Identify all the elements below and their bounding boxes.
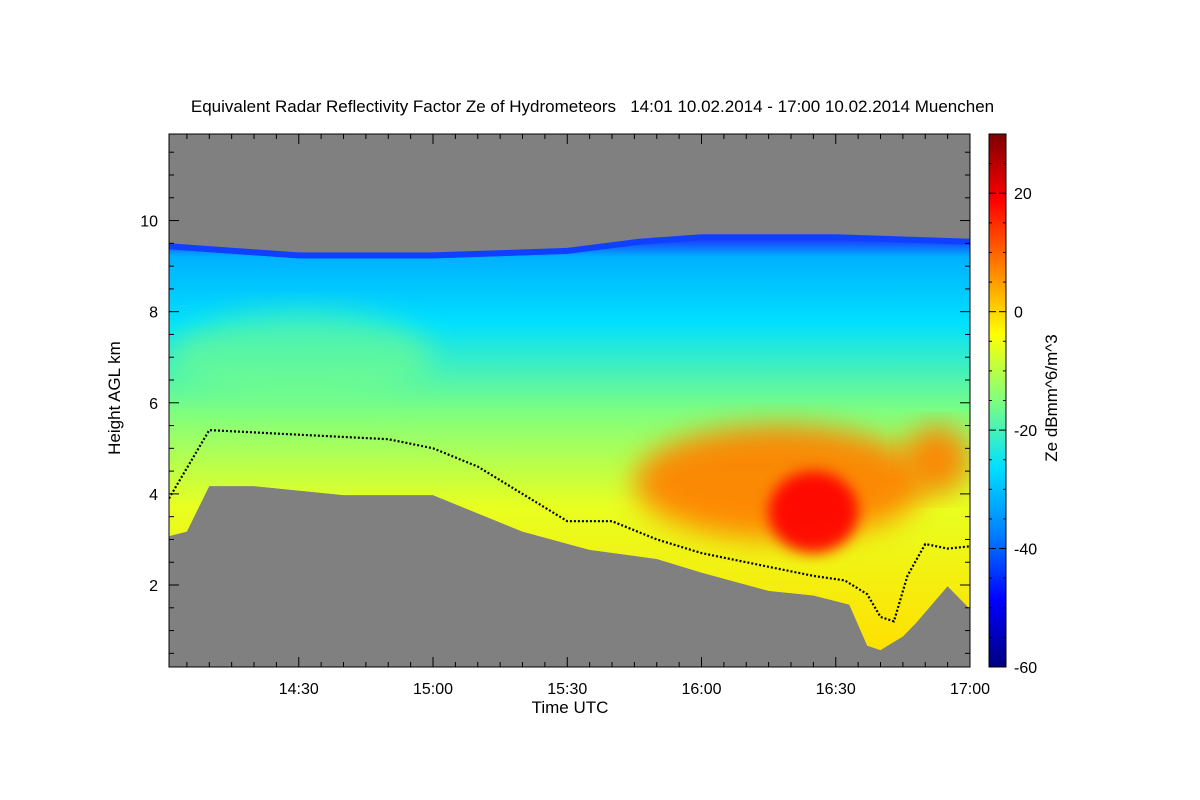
y-tick-label: 8: [149, 305, 158, 322]
colorbar-tick-label: -60: [1014, 660, 1037, 677]
reflectivity-region: [768, 471, 859, 554]
y-tick-label: 6: [149, 396, 158, 413]
x-tick-label: 17:00: [950, 681, 990, 698]
plot-frame: [168, 133, 971, 668]
colorbar-tick-label: -40: [1014, 542, 1037, 559]
y-tick-label: 4: [149, 487, 158, 504]
colorbar-tick-label: 0: [1014, 305, 1023, 322]
plot-title: Equivalent Radar Reflectivity Factor Ze …: [190, 97, 995, 116]
colorbar-tick-label: -20: [1014, 423, 1037, 440]
x-tick-label: 16:30: [816, 681, 856, 698]
x-tick-label: 15:30: [547, 681, 587, 698]
y-tick-label: 2: [149, 578, 158, 595]
reflectivity-region: [169, 311, 434, 403]
melting-layer-line: [169, 428, 970, 623]
colorbar-tick-label: 20: [1014, 186, 1032, 203]
x-tick-label: 16:00: [681, 681, 721, 698]
reflectivity-region: [902, 425, 970, 494]
x-axis-label: Time UTC: [531, 698, 609, 717]
x-tick-label: 15:00: [413, 681, 453, 698]
x-tick-label: 14:30: [279, 681, 319, 698]
y-tick-label: 10: [140, 214, 158, 231]
